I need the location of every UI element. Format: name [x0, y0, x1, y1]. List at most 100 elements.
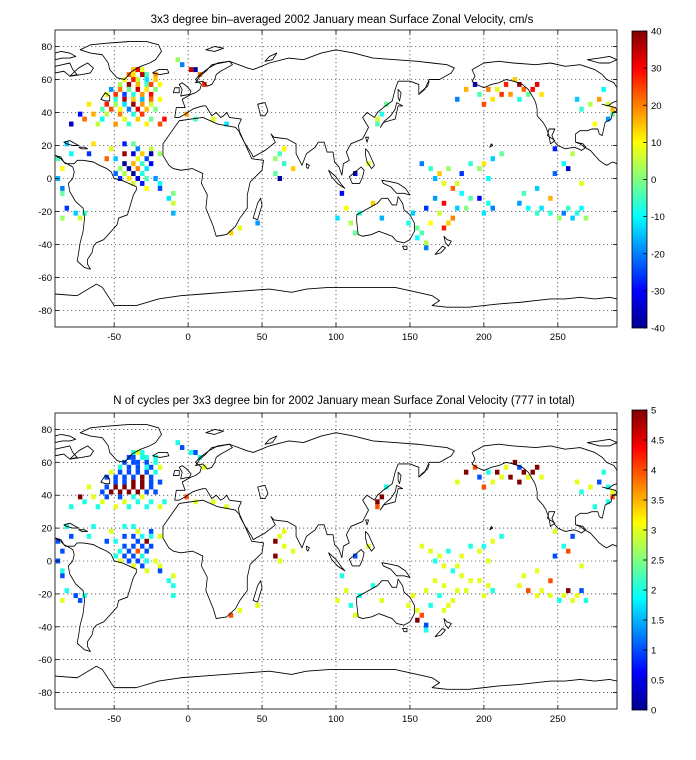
bin-cell [565, 205, 571, 211]
x-tick-label: 200 [476, 332, 492, 343]
bin-cell [117, 81, 123, 87]
bin-cell [135, 116, 141, 122]
bin-cell [605, 116, 611, 122]
bin-cell [499, 533, 504, 539]
bin-cell [188, 67, 194, 73]
bin-cell [144, 86, 149, 92]
bin-cell [144, 469, 149, 475]
bin-cell [459, 573, 464, 579]
bin-cell [131, 171, 136, 177]
bin-cell [140, 494, 145, 500]
bin-cell [406, 602, 411, 608]
bin-cell [131, 91, 136, 97]
bin-cell [122, 479, 127, 485]
bin-cell [144, 121, 149, 127]
bin-cell [534, 81, 540, 87]
bin-cell [503, 81, 509, 87]
bin-cell [517, 200, 522, 206]
bin-cell [548, 210, 553, 216]
bin-cell [135, 106, 141, 112]
bin-cell [140, 479, 145, 485]
bin-cell [82, 499, 87, 505]
x-tick-label: 250 [550, 332, 566, 343]
bin-cell [273, 553, 278, 559]
bin-cell [108, 86, 114, 92]
bin-cell [135, 548, 141, 554]
bin-cell [548, 195, 553, 201]
bin-cell [135, 558, 141, 564]
bin-cell [140, 72, 145, 78]
x-tick-label: 250 [550, 714, 566, 725]
bin-cell [157, 121, 163, 127]
y-tick-label: -60 [38, 273, 52, 284]
bin-cell [424, 622, 429, 628]
bin-cell [157, 563, 163, 569]
bin-cell [60, 166, 65, 172]
bin-cell [597, 96, 602, 102]
bin-cell [282, 528, 287, 534]
bin-cell [113, 484, 118, 490]
bin-cell [108, 146, 114, 152]
bin-cell [468, 161, 473, 167]
bin-cell [486, 583, 491, 589]
bin-cell [175, 440, 180, 446]
bin-cell [579, 563, 584, 569]
bin-cell [588, 484, 593, 490]
bin-cell [273, 156, 278, 162]
bin-cell [131, 67, 136, 73]
bin-cell [131, 96, 136, 102]
bin-cell [131, 450, 136, 455]
bin-cell [517, 583, 522, 589]
bin-cell [122, 543, 127, 549]
y-tick-label: -80 [38, 688, 52, 699]
bin-cell [148, 543, 154, 549]
bin-cell [166, 195, 172, 201]
bin-cell [574, 96, 580, 102]
bin-cell [113, 479, 118, 485]
bin-cell [131, 484, 136, 490]
bin-cell [494, 469, 500, 475]
bin-cell [148, 151, 154, 157]
colorbar-tick-label: 3.5 [651, 496, 664, 507]
bin-cell [282, 543, 287, 549]
bin-cell [77, 598, 83, 603]
bin-cell [441, 607, 447, 613]
bin-cell [135, 86, 141, 92]
bin-cell [237, 225, 243, 231]
colorbar-tick-label: -10 [651, 212, 665, 223]
bin-cell [171, 200, 176, 206]
bin-cell [122, 116, 127, 122]
colorbar-tick-label: 4 [651, 466, 656, 477]
bin-cell [153, 459, 158, 465]
bin-cell [455, 563, 460, 569]
y-tick-label: 0 [47, 174, 52, 185]
bin-cell [526, 588, 531, 594]
bin-cell [144, 548, 149, 554]
bin-cell [113, 101, 118, 107]
bin-cell [157, 479, 163, 485]
bin-cell [348, 602, 354, 608]
bin-cell [534, 464, 540, 470]
bin-cell [113, 156, 118, 162]
bin-cell [605, 101, 611, 107]
bin-cell [140, 67, 145, 73]
bin-cell [610, 106, 615, 112]
bin-cell [148, 116, 154, 122]
bin-cell [561, 593, 566, 598]
bin-cell [148, 499, 154, 505]
bin-cell [459, 171, 464, 177]
bin-cell [557, 215, 562, 221]
bin-cell [126, 548, 132, 554]
bin-cell [224, 504, 229, 510]
bin-cell [144, 489, 149, 495]
bin-cell [521, 190, 527, 196]
bin-cell [95, 504, 101, 510]
bin-cell [148, 101, 154, 107]
bin-cell [415, 225, 420, 231]
bin-cell [370, 583, 376, 589]
bin-cell [113, 171, 118, 177]
bin-cell [290, 548, 296, 554]
bin-cell [60, 548, 65, 554]
bin-cell [424, 240, 429, 246]
colorbar-tick-label: 2.5 [651, 556, 664, 567]
